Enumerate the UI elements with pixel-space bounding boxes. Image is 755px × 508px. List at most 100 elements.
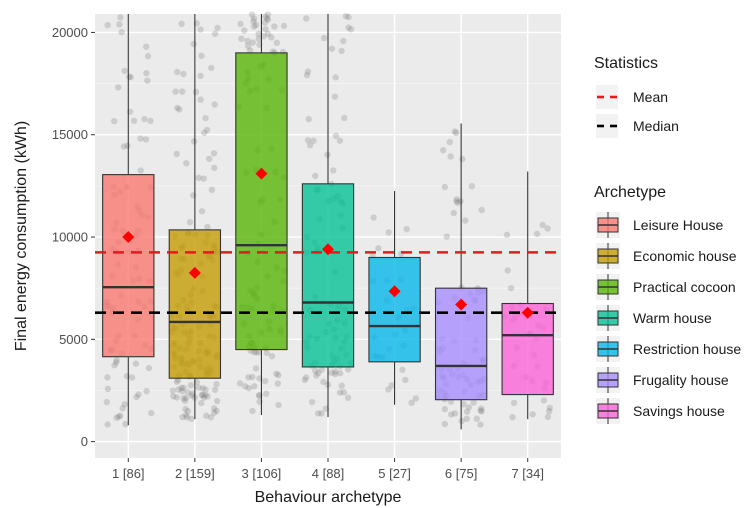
- data-point: [262, 377, 269, 385]
- legend-label-archetype: Warm house: [633, 310, 712, 326]
- data-point: [470, 399, 477, 406]
- data-point: [211, 30, 219, 38]
- data-point: [213, 397, 221, 405]
- data-point: [147, 117, 154, 125]
- data-point: [192, 88, 200, 96]
- legend-label-archetype: Practical cocoon: [633, 279, 736, 295]
- data-point: [457, 198, 464, 205]
- data-point: [312, 172, 319, 180]
- data-point: [195, 174, 202, 182]
- data-point: [320, 378, 327, 386]
- legend-label-mean: Mean: [633, 89, 668, 105]
- data-point: [170, 393, 177, 400]
- data-point: [533, 230, 541, 238]
- data-point: [113, 359, 120, 366]
- data-point: [174, 68, 181, 76]
- data-point: [275, 371, 282, 379]
- legend-statistics-title: Statistics: [594, 55, 658, 72]
- reference-lines: [95, 251, 561, 315]
- data-point: [169, 387, 177, 394]
- box-4: [301, 183, 355, 368]
- data-point: [186, 218, 194, 226]
- data-point: [264, 15, 271, 22]
- data-point: [124, 142, 131, 149]
- data-point: [399, 366, 406, 374]
- data-point: [450, 209, 458, 217]
- data-point: [200, 175, 207, 182]
- data-point: [211, 101, 218, 108]
- data-point: [180, 395, 187, 402]
- data-point: [510, 399, 518, 407]
- boxes: [102, 14, 554, 430]
- x-tick-label: 4 [88]: [312, 466, 345, 481]
- data-point: [332, 132, 340, 140]
- data-point: [244, 42, 252, 50]
- data-point: [318, 366, 325, 373]
- data-point: [540, 397, 548, 404]
- data-point: [249, 39, 256, 46]
- data-point: [120, 143, 128, 150]
- x-tick-label: 6 [75]: [445, 466, 478, 481]
- data-point: [210, 150, 218, 157]
- data-point: [252, 349, 260, 356]
- data-point: [203, 412, 210, 419]
- data-point: [336, 137, 344, 144]
- data-point: [172, 88, 179, 95]
- data-point: [173, 378, 181, 385]
- data-point: [462, 217, 469, 224]
- data-point: [116, 21, 123, 28]
- data-point: [207, 414, 215, 421]
- data-point: [446, 138, 454, 146]
- data-point: [195, 384, 202, 391]
- data-point: [250, 15, 258, 22]
- data-point: [320, 34, 328, 42]
- data-point: [252, 21, 260, 29]
- x-tick-label: 3 [106]: [242, 466, 282, 481]
- data-point: [178, 20, 185, 28]
- y-tick-label: 5000: [59, 332, 88, 347]
- data-point: [264, 30, 272, 38]
- data-point: [477, 407, 484, 414]
- data-point: [245, 374, 252, 381]
- data-point: [263, 390, 270, 397]
- data-point: [121, 67, 128, 75]
- data-point: [175, 386, 182, 393]
- data-point: [460, 400, 467, 408]
- data-point: [478, 206, 485, 214]
- data-point: [385, 229, 392, 236]
- data-point: [273, 370, 280, 377]
- data-point: [255, 30, 262, 38]
- data-point: [178, 387, 186, 395]
- data-point: [143, 69, 150, 77]
- data-point: [342, 12, 350, 20]
- data-point: [250, 18, 257, 25]
- data-point: [180, 384, 187, 392]
- data-point: [332, 368, 339, 375]
- data-point: [408, 399, 415, 407]
- data-point: [441, 420, 449, 428]
- data-point: [178, 384, 185, 392]
- data-point: [478, 408, 485, 415]
- data-point: [264, 11, 272, 18]
- data-point: [148, 409, 155, 417]
- data-point: [447, 153, 454, 160]
- data-point: [213, 380, 220, 388]
- data-point: [208, 186, 216, 194]
- data-point: [546, 407, 553, 415]
- data-point: [242, 383, 249, 390]
- data-point: [190, 138, 198, 145]
- mean-marker: [188, 266, 201, 279]
- data-point: [301, 376, 309, 384]
- data-point: [104, 374, 111, 381]
- data-point: [453, 129, 460, 137]
- data-point: [189, 390, 196, 397]
- data-point: [268, 34, 275, 41]
- y-tick-label: 0: [81, 434, 88, 449]
- legend-key-background: [596, 85, 618, 109]
- data-point: [328, 369, 335, 376]
- data-point: [544, 225, 551, 232]
- data-point: [338, 47, 345, 55]
- data-point: [173, 394, 180, 401]
- data-point: [345, 366, 352, 373]
- data-point: [310, 137, 317, 144]
